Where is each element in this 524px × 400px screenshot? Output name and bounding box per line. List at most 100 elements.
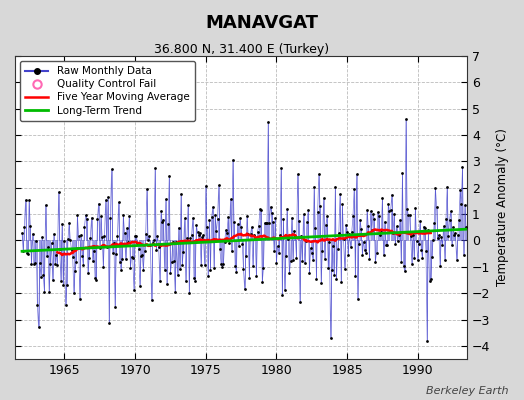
Point (260, 220, 269, 226)
Point (45, 288, 53, 295)
Point (239, 265, 248, 272)
Point (154, 232, 162, 239)
Point (451, 230, 460, 236)
Point (314, 171, 323, 177)
Point (330, 272, 339, 278)
Point (170, 258, 178, 264)
Point (138, 252, 146, 258)
Point (432, 204, 441, 210)
Point (210, 265, 218, 271)
Point (359, 238, 368, 245)
Point (122, 256, 130, 262)
Point (128, 255, 137, 262)
Point (135, 246, 143, 253)
Point (430, 220, 439, 227)
Point (283, 206, 291, 212)
Point (347, 229, 356, 235)
Point (91, 274, 99, 281)
Point (218, 264, 226, 270)
Point (438, 242, 446, 248)
Point (149, 240, 157, 246)
Point (357, 225, 365, 232)
Point (65, 219, 73, 226)
Point (349, 213, 357, 220)
Point (329, 242, 337, 249)
Point (237, 224, 245, 230)
Point (454, 232, 462, 238)
Point (61, 302, 70, 308)
Point (423, 338, 431, 344)
Point (93, 216, 102, 222)
Point (243, 213, 251, 219)
Point (249, 262, 257, 269)
Point (144, 237, 152, 243)
Point (225, 240, 234, 246)
Point (363, 207, 372, 213)
Point (399, 263, 408, 270)
Point (324, 265, 332, 271)
Point (376, 232, 384, 238)
Point (313, 208, 322, 215)
Point (156, 278, 164, 284)
Point (94, 200, 103, 207)
Point (211, 211, 220, 218)
Point (25, 197, 34, 204)
Point (335, 230, 343, 236)
Point (217, 260, 225, 267)
Point (92, 277, 101, 283)
Point (233, 221, 242, 228)
Point (245, 274, 254, 281)
Point (78, 253, 86, 259)
Point (244, 231, 253, 238)
Point (236, 215, 244, 222)
Point (77, 232, 85, 238)
Point (63, 282, 71, 288)
Point (312, 276, 321, 282)
Point (388, 192, 396, 198)
Point (456, 187, 464, 193)
Point (266, 204, 275, 210)
Point (457, 200, 465, 207)
Point (409, 232, 417, 238)
Point (160, 267, 169, 273)
Point (390, 210, 398, 217)
Point (418, 255, 427, 262)
Point (412, 238, 421, 244)
Point (305, 270, 313, 277)
Point (255, 222, 263, 229)
Point (408, 260, 416, 267)
Point (39, 272, 48, 278)
Point (47, 240, 56, 246)
Point (401, 268, 409, 275)
Point (116, 259, 124, 265)
Point (331, 184, 340, 190)
Point (391, 241, 400, 248)
Point (350, 186, 358, 192)
Point (371, 258, 379, 265)
Point (74, 233, 83, 239)
Point (199, 232, 208, 238)
Point (131, 232, 139, 239)
Point (127, 254, 136, 260)
Point (345, 230, 354, 237)
Point (310, 184, 318, 190)
Point (178, 262, 187, 268)
Point (404, 212, 412, 218)
Point (103, 244, 111, 250)
Point (30, 261, 38, 267)
Point (384, 201, 392, 207)
Point (385, 208, 394, 214)
Point (186, 235, 194, 242)
Point (41, 202, 50, 208)
Point (112, 250, 121, 257)
Point (368, 226, 376, 233)
Point (364, 223, 373, 229)
Point (183, 235, 191, 241)
Point (416, 218, 424, 224)
Point (157, 208, 165, 214)
Point (443, 184, 451, 190)
Point (337, 279, 345, 286)
Point (165, 173, 173, 179)
Point (158, 219, 167, 225)
Point (189, 215, 197, 221)
